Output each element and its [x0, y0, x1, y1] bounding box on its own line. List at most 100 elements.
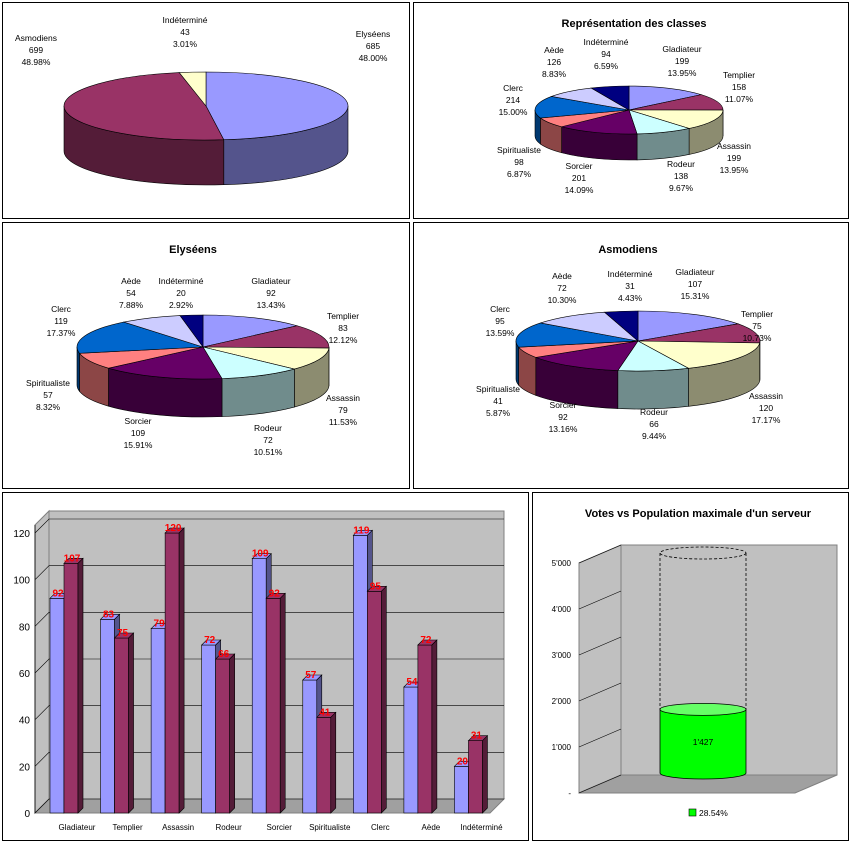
asmodiens-slice-assassin: [637, 340, 761, 369]
votes-gridline: [578, 544, 622, 564]
classes-label-rodeur-value: 138: [674, 171, 688, 181]
elyseens-slice-rodeur: [202, 346, 295, 379]
classes-label-sorcier-name: Sorcier: [566, 161, 593, 171]
votes-gridline: [578, 728, 622, 748]
votes-ytick: 1'000: [552, 743, 572, 752]
votes-cylinder-value: 1'427: [693, 737, 714, 747]
comparison-ytick: 0: [24, 809, 30, 820]
comparison-bar-indetermine-asmodiens: [468, 740, 483, 814]
factions-label-indetfaction-value: 43: [180, 27, 190, 37]
comparison-bar-clerc-elyseens-value: 119: [353, 525, 370, 536]
comparison-bar-templier-asmodiens-side: [128, 632, 134, 814]
comparison-ytick: 120: [13, 529, 30, 540]
elyseens-slice-indetermine: [179, 314, 204, 348]
comparison-bar-rodeur-asmodiens: [215, 658, 230, 814]
comparison-bar-templier-elyseens-value: 83: [103, 609, 115, 620]
classes-label-aede-pct: 8.83%: [542, 69, 567, 79]
votes-ytick: 5'000: [552, 559, 572, 568]
elyseens-label-sorcier-value: 109: [131, 428, 145, 438]
classes-label-spiritualiste-pct: 6.87%: [507, 169, 532, 179]
factions-label-asmodiens-name: Asmodiens: [15, 33, 57, 43]
asmodiens-pie-panel: Asmodiens Gladiateur 107 15.31% Templier 75 10…: [413, 222, 849, 489]
classes-label-clerc-name: Clerc: [503, 83, 524, 93]
elyseens-slice-clerc: [76, 321, 204, 354]
classes-label-templier-pct: 11.07%: [725, 94, 754, 104]
classes-label-gladiateur-name: Gladiateur: [662, 44, 701, 54]
comparison-xtick-indetermine: Indéterminé: [460, 823, 503, 832]
comparison-xtick-clerc: Clerc: [371, 823, 390, 832]
asmodiens-label-clerc-pct: 13.59%: [486, 328, 515, 338]
comparison-xtick-gladiateur: Gladiateur: [59, 823, 96, 832]
votes-title: Votes vs Population maximale d'un serveu…: [585, 508, 812, 520]
asmodiens-label-sorcier-value: 92: [558, 412, 568, 422]
comparison-bar-gladiateur-asmodiens-side: [77, 557, 84, 814]
classes-slice-sorcier: [561, 109, 638, 135]
comparison-gridline: [34, 658, 504, 674]
asmodiens-slice-clerc: [515, 322, 639, 348]
votes-ytick: 4'000: [552, 605, 572, 614]
classes-label-rodeur-name: Rodeur: [667, 159, 695, 169]
asmodiens-label-assassin-pct: 17.17%: [752, 415, 781, 425]
elyseens-label-sorcier-name: Sorcier: [125, 416, 152, 426]
comparison-bar-sorcier-elyseens: [251, 558, 267, 814]
comparison-bar-rodeur-elyseens-value: 72: [204, 635, 216, 646]
elyseens-label-rodeur-value: 72: [263, 435, 273, 445]
comparison-bar-sorcier-elyseens-value: 109: [252, 549, 269, 560]
asmodiens-slice-templier: [637, 323, 761, 344]
votes-ytick: 3'000: [552, 651, 572, 660]
comparison-gridline: [34, 705, 504, 720]
classes-slice-indetermine: [590, 85, 630, 111]
comparison-bar-aede-asmodiens-value: 72: [420, 635, 432, 646]
comparison-bar-gladiateur-asmodiens-value: 107: [64, 553, 81, 564]
comparison-bar-assassin-elyseens-value: 79: [154, 619, 166, 630]
comparison-ytick: 60: [19, 669, 31, 680]
elyseens-pie-panel: Elyséens Gladiateur 92 13.43% Templier 83 12.1…: [2, 222, 410, 489]
comparison-bar-clerc-asmodiens: [367, 591, 382, 814]
factions-label-elyseens-pct: 48.00%: [359, 53, 388, 63]
comparison-bar-indetermine-elyseens: [454, 766, 469, 814]
comparison-bar-assassin-asmodiens: [164, 532, 180, 814]
comparison-bar-spiritualiste-asmodiens-side: [330, 711, 337, 814]
votes-cylinder-chart: Votes vs Population maximale d'un serveu…: [552, 508, 838, 818]
comparison-bar-assassin-asmodiens-value: 120: [165, 523, 182, 534]
comparison-bar-indetermine-asmodiens-value: 31: [471, 731, 483, 742]
factions-slice-asmodiens: [63, 72, 225, 141]
classes-slice-clerc: [534, 96, 630, 119]
comparison-bar-spiritualiste-elyseens: [302, 679, 318, 814]
elyseens-label-clerc-name: Clerc: [51, 304, 72, 314]
asmodiens-label-spiritualiste-name: Spiritualiste: [476, 384, 520, 394]
comparison-bar-indetermine-elyseens-value: 20: [457, 756, 469, 767]
elyseens-pie-chart: Elyséens Gladiateur 92 13.43% Templier 83 12.1…: [26, 244, 360, 457]
elyseens-label-assassin-value: 79: [338, 405, 348, 415]
elyseens-slice-gladiateur: [202, 314, 298, 348]
classes-label-sorcier-value: 201: [572, 173, 586, 183]
votes-ytick: 2'000: [552, 697, 572, 706]
asmodiens-label-indetermine-value: 31: [625, 281, 635, 291]
comparison-xtick-sorcier: Sorcier: [267, 823, 293, 832]
classes-slice-assassin: [628, 109, 724, 129]
asmodiens-label-rodeur-name: Rodeur: [640, 407, 668, 417]
comparison-bar-assassin-asmodiens-side: [178, 527, 185, 814]
elyseens-label-clerc-value: 119: [54, 316, 68, 326]
comparison-bar-gladiateur-elyseens-value: 92: [52, 588, 64, 599]
faction-pie-chart: Elyséens 685 48.00% Asmodiens 699 48.98% Indét…: [15, 15, 390, 186]
elyseens-label-indetermine-value: 20: [176, 288, 186, 298]
votes-gridline: [578, 682, 622, 702]
classes-label-indetermine-name: Indéterminé: [584, 37, 629, 47]
asmodiens-label-assassin-name: Assassin: [749, 391, 783, 401]
comparison-ytick: 80: [19, 622, 31, 633]
comparison-bar-rodeur-asmodiens-side: [229, 653, 235, 814]
classes-label-assassin-name: Assassin: [717, 141, 751, 151]
comparison-bar-clerc-asmodiens-value: 95: [370, 581, 382, 592]
classes-label-gladiateur-pct: 13.95%: [668, 68, 697, 78]
asmodiens-label-templier-name: Templier: [741, 309, 773, 319]
comparison-xtick-spiritualiste: Spiritualiste: [309, 823, 351, 832]
comparison-bar-rodeur-asmodiens-value: 66: [218, 649, 230, 660]
elyseens-label-assassin-name: Assassin: [326, 393, 360, 403]
elyseens-side-clerc: [76, 346, 80, 393]
classes-slice-templier: [628, 94, 724, 111]
comparison-gridline: [34, 612, 504, 627]
asmodiens-label-spiritualiste-pct: 5.87%: [486, 408, 511, 418]
elyseens-label-indetermine-pct: 2.92%: [169, 300, 194, 310]
